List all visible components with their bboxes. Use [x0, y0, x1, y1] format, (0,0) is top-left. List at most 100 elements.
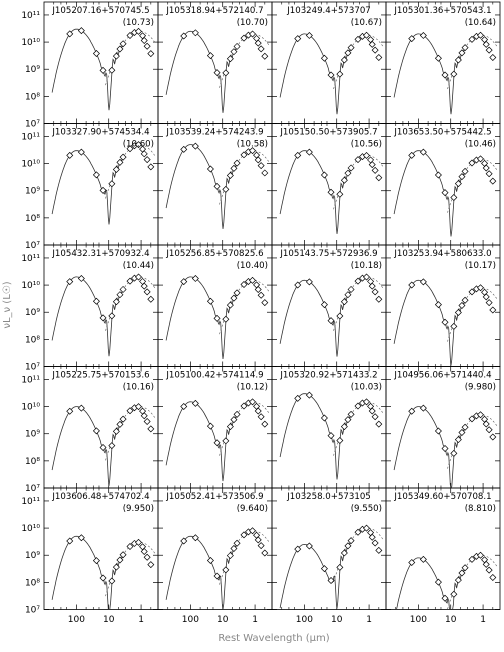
panel-source-name: J105318.94+572140.7	[165, 6, 263, 16]
data-point-diamond	[108, 577, 116, 585]
data-point-diamond	[305, 542, 313, 550]
data-point-diamond	[477, 155, 485, 163]
panel-source-name: J105100.42+574114.9	[165, 371, 263, 381]
data-point-diamond	[450, 70, 458, 78]
data-point-diamond	[226, 171, 234, 179]
sed-panel: J105100.42+574114.9 (10.12)	[157, 366, 273, 489]
model-curve	[51, 406, 124, 486]
sed-panel: J105349.60+570708.1 (8.810)	[385, 487, 501, 610]
data-point-diamond	[257, 413, 265, 421]
x-tick-label: 100	[182, 615, 199, 625]
data-point-diamond	[408, 281, 416, 289]
data-point-diamond	[143, 42, 151, 50]
stellar-template-curve	[105, 542, 156, 597]
data-point-diamond	[434, 578, 442, 586]
panel-luminosity-label: (9.640)	[237, 504, 268, 514]
data-point-diamond	[254, 156, 262, 164]
data-point-diamond	[371, 288, 379, 296]
data-point-diamond	[135, 27, 143, 35]
data-point-diamond	[180, 278, 188, 286]
data-point-diamond	[347, 537, 355, 545]
data-point-diamond	[233, 42, 241, 50]
data-point-diamond	[408, 559, 416, 567]
panel-luminosity-label: (8.810)	[465, 504, 496, 514]
data-point-diamond	[99, 66, 107, 74]
data-point-diamond	[320, 171, 328, 179]
data-point-diamond	[489, 574, 497, 582]
x-tick-label: 10	[217, 615, 229, 625]
y-tick-label: 10⁷	[25, 606, 40, 616]
data-point-diamond	[261, 52, 269, 60]
panel-luminosity-label: (10.56)	[351, 140, 382, 150]
data-point-diamond	[375, 174, 383, 182]
y-tick-label: 10⁹	[25, 430, 40, 440]
data-point-diamond	[320, 414, 328, 422]
data-point-diamond	[147, 295, 155, 303]
data-point-diamond	[108, 180, 116, 188]
data-point-diamond	[226, 55, 234, 63]
data-point-diamond	[233, 159, 241, 167]
data-point-diamond	[468, 159, 476, 167]
y-tick-label: 10¹¹	[21, 497, 40, 507]
data-point-diamond	[354, 277, 362, 285]
data-point-diamond	[344, 291, 352, 299]
data-point-diamond	[206, 165, 214, 173]
data-point-diamond	[363, 151, 371, 159]
data-point-diamond	[233, 289, 241, 297]
data-point-diamond	[477, 551, 485, 559]
data-point-diamond	[482, 164, 490, 172]
data-point-diamond	[458, 569, 466, 577]
y-tick-label: 10⁷	[25, 484, 40, 494]
sed-panel: J105432.31+570932.4 (10.44)	[43, 244, 159, 367]
data-point-diamond	[143, 288, 151, 296]
data-point-diamond	[226, 552, 234, 560]
model-curve	[165, 144, 238, 229]
data-point-diamond	[222, 566, 230, 574]
panel-luminosity-label: (9.550)	[351, 504, 382, 514]
x-tick-label: 100	[410, 615, 427, 625]
panel-source-name: J104956.06+571440.4	[393, 371, 491, 381]
data-point-diamond	[327, 432, 335, 440]
data-point-diamond	[249, 527, 257, 535]
data-point-diamond	[116, 556, 124, 564]
data-point-diamond	[371, 539, 379, 547]
data-point-diamond	[180, 537, 188, 545]
data-point-diamond	[147, 561, 155, 569]
data-point-diamond	[112, 298, 120, 306]
data-point-diamond	[249, 276, 257, 284]
model-curve	[279, 279, 352, 357]
stellar-template-curve	[447, 34, 498, 90]
data-point-diamond	[336, 436, 344, 444]
data-point-diamond	[257, 162, 265, 170]
data-point-diamond	[305, 148, 313, 156]
data-point-diamond	[305, 278, 313, 286]
model-curve	[279, 33, 352, 115]
data-point-diamond	[482, 293, 490, 301]
data-point-diamond	[116, 45, 124, 53]
data-point-diamond	[458, 301, 466, 309]
data-point-diamond	[143, 156, 151, 164]
data-point-diamond	[450, 322, 458, 330]
data-point-diamond	[77, 148, 85, 156]
data-point-diamond	[99, 444, 107, 452]
data-point-diamond	[485, 566, 493, 574]
stellar-template-curve	[333, 155, 384, 210]
data-point-diamond	[363, 273, 371, 281]
data-point-diamond	[368, 282, 376, 290]
data-point-diamond	[371, 46, 379, 54]
x-axis-label: Rest Wavelength (μm)	[218, 633, 329, 644]
data-point-diamond	[240, 280, 248, 288]
data-point-diamond	[408, 151, 416, 159]
data-point-diamond	[454, 309, 462, 317]
data-point-diamond	[226, 301, 234, 309]
y-tick-label: 10⁹	[25, 187, 40, 197]
data-point-diamond	[147, 425, 155, 433]
x-tick-label: 10	[331, 615, 343, 625]
data-point-diamond	[257, 542, 265, 550]
y-tick-label: 10⁸	[25, 92, 40, 102]
y-tick-label: 10⁷	[25, 241, 40, 251]
panel-source-name: J103606.48+574702.4	[51, 492, 149, 502]
panel-luminosity-label: (10.17)	[465, 261, 496, 271]
model-curve	[165, 30, 238, 113]
data-point-diamond	[320, 565, 328, 573]
